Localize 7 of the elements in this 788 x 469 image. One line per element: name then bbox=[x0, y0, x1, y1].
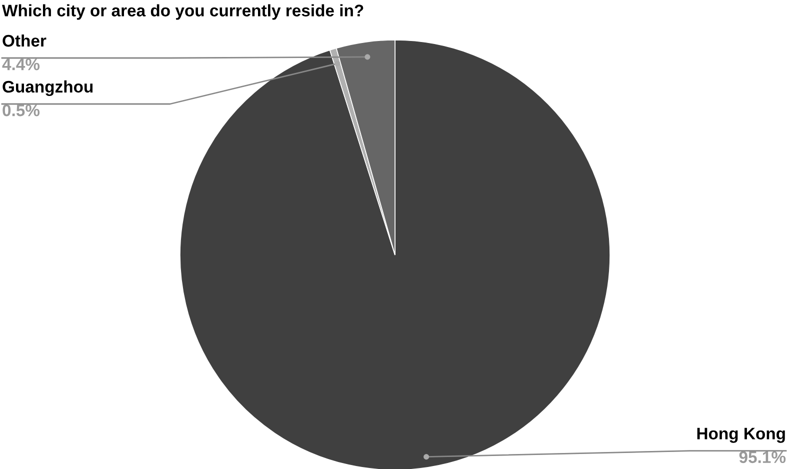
slice-label: Guangzhou bbox=[2, 80, 93, 96]
slice-label: Other bbox=[2, 34, 46, 47]
data-label: 95.1% bbox=[739, 451, 786, 464]
slice-label: Hong Kong bbox=[697, 428, 785, 443]
data-label: 4.4% bbox=[2, 58, 40, 70]
data-label: 0.5% bbox=[2, 104, 40, 116]
chart-title: Which city or area do you currently reside in? bbox=[2, 4, 364, 20]
